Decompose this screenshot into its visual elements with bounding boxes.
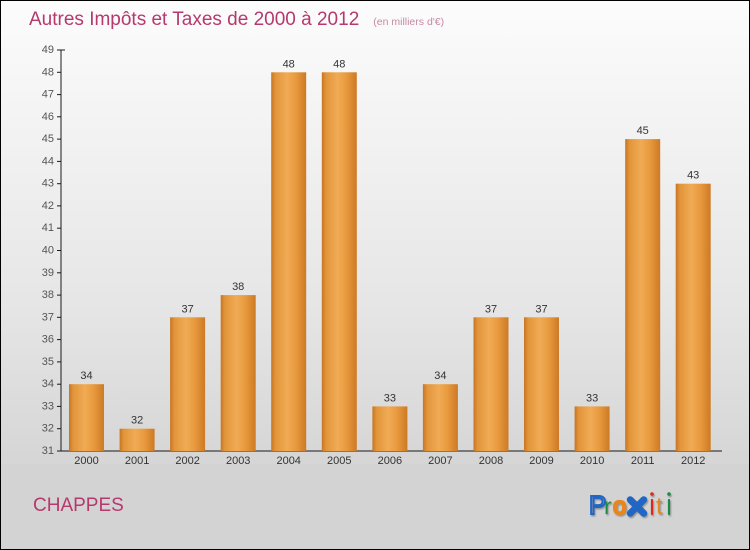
svg-text:42: 42 [42, 200, 54, 212]
svg-text:47: 47 [42, 89, 54, 101]
svg-text:33: 33 [586, 392, 598, 404]
svg-text:43: 43 [42, 178, 54, 190]
svg-text:46: 46 [42, 111, 54, 123]
svg-text:37: 37 [181, 303, 193, 315]
svg-text:44: 44 [42, 155, 54, 167]
svg-text:2003: 2003 [226, 455, 250, 467]
svg-text:39: 39 [42, 267, 54, 279]
svg-text:2001: 2001 [125, 455, 149, 467]
svg-text:43: 43 [687, 170, 699, 182]
svg-text:40: 40 [42, 245, 54, 257]
svg-text:33: 33 [42, 400, 54, 412]
svg-text:31: 31 [42, 445, 54, 457]
svg-text:32: 32 [131, 415, 143, 427]
svg-text:38: 38 [42, 289, 54, 301]
svg-text:33: 33 [384, 392, 396, 404]
svg-text:45: 45 [637, 125, 649, 137]
svg-text:41: 41 [42, 222, 54, 234]
svg-text:35: 35 [42, 356, 54, 368]
svg-text:2002: 2002 [175, 455, 199, 467]
svg-text:37: 37 [485, 303, 497, 315]
svg-text:2008: 2008 [479, 455, 503, 467]
svg-text:49: 49 [42, 44, 54, 56]
svg-text:34: 34 [42, 378, 54, 390]
svg-text:34: 34 [434, 370, 446, 382]
svg-text:34: 34 [80, 370, 92, 382]
svg-text:2011: 2011 [631, 455, 655, 467]
svg-text:48: 48 [283, 58, 295, 70]
svg-text:38: 38 [232, 281, 244, 293]
svg-text:37: 37 [535, 303, 547, 315]
svg-text:2004: 2004 [276, 455, 300, 467]
svg-text:37: 37 [42, 311, 54, 323]
svg-text:45: 45 [42, 133, 54, 145]
svg-text:2007: 2007 [428, 455, 452, 467]
svg-text:2006: 2006 [378, 455, 402, 467]
svg-text:2000: 2000 [74, 455, 98, 467]
svg-text:2009: 2009 [529, 455, 553, 467]
svg-text:36: 36 [42, 334, 54, 346]
svg-text:32: 32 [42, 423, 54, 435]
svg-text:2012: 2012 [681, 455, 705, 467]
svg-text:48: 48 [333, 58, 345, 70]
svg-text:2010: 2010 [580, 455, 604, 467]
svg-text:48: 48 [42, 66, 54, 78]
svg-text:2005: 2005 [327, 455, 351, 467]
